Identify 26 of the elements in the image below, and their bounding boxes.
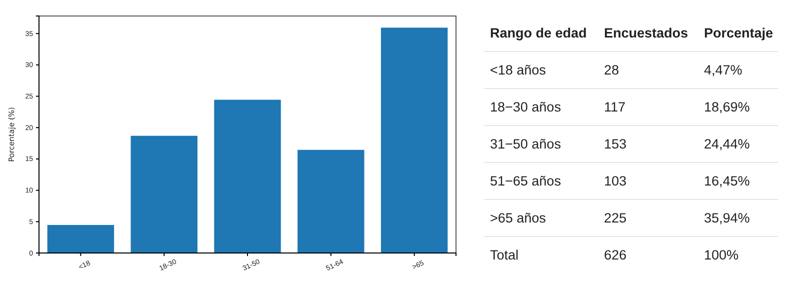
text: Rango de edad (490, 26, 587, 41)
text: Encuestados (604, 26, 688, 41)
text: 51−65 años (490, 174, 562, 189)
text: 24,44% (704, 136, 750, 152)
text: 28 (604, 62, 620, 78)
text: 626 (604, 248, 627, 263)
text: 35,94% (704, 210, 750, 226)
text: <18 años (490, 62, 546, 78)
text: 153 (604, 136, 627, 152)
text: 31−50 años (490, 136, 562, 152)
bar (298, 150, 364, 253)
bar (130, 136, 198, 253)
text: 18,69% (704, 100, 750, 115)
text: 103 (604, 174, 627, 189)
text: >65 años (490, 210, 546, 226)
text: 18−30 años (490, 100, 562, 115)
text: Porcentaje (704, 26, 774, 41)
text: 16,45% (704, 174, 750, 189)
text: 117 (604, 100, 626, 115)
text: Total (490, 248, 519, 263)
text: 4,47% (704, 62, 742, 78)
bar (380, 28, 448, 253)
bar (47, 224, 114, 253)
bar (214, 100, 281, 253)
text: 225 (604, 210, 627, 226)
text: 100% (704, 248, 739, 263)
